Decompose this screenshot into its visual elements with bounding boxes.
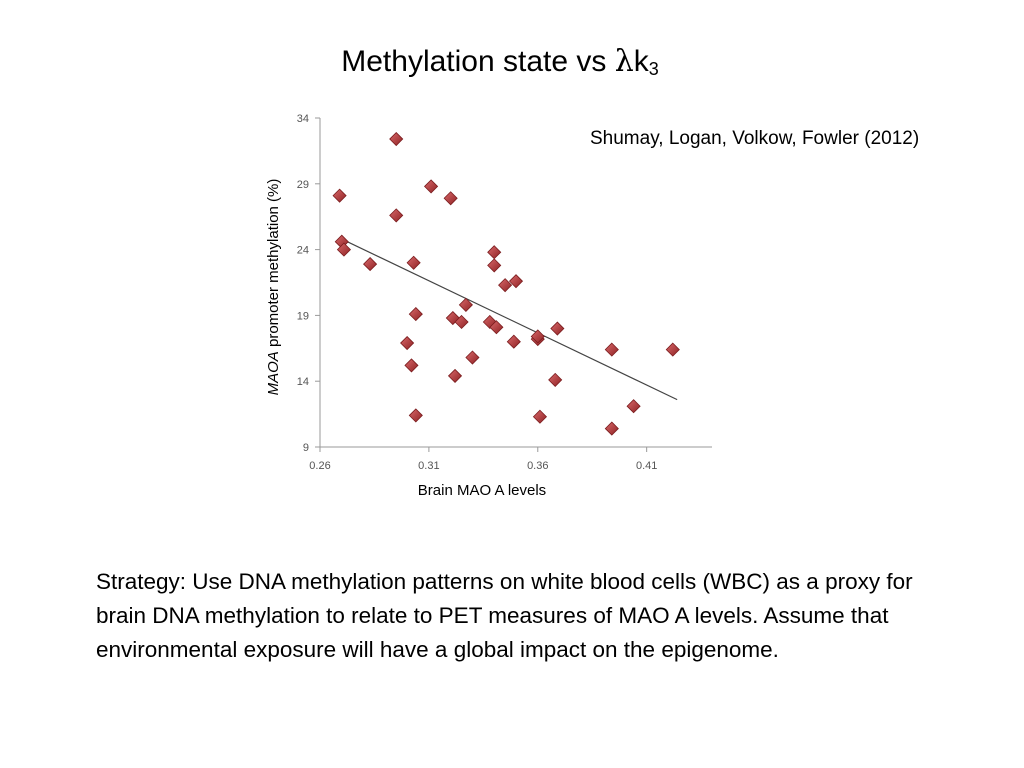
data-point — [363, 257, 378, 272]
x-tick-label: 0.26 — [309, 460, 330, 472]
title-subscript: 3 — [648, 59, 659, 79]
scatter-chart: 9 14 19 24 29 34 0.26 0.31 0.36 0.41 Brain MAO A… — [265, 113, 712, 499]
data-point — [489, 320, 504, 335]
data-point — [447, 368, 463, 384]
strategy-text: Strategy: Use DNA methylation patterns o… — [96, 569, 913, 662]
data-point — [506, 334, 521, 349]
data-point — [465, 350, 480, 365]
data-point — [626, 399, 641, 414]
data-point — [408, 307, 423, 322]
y-ticks: 9 14 19 24 29 34 — [297, 113, 320, 454]
data-point — [498, 278, 513, 293]
data-point — [458, 297, 473, 312]
data-point — [604, 421, 619, 436]
y-tick-label: 9 — [303, 442, 309, 454]
data-point — [404, 358, 419, 373]
data-point — [665, 342, 680, 357]
x-tick-label: 0.41 — [636, 460, 657, 472]
y-tick-label: 29 — [297, 179, 309, 191]
data-point — [487, 258, 502, 273]
data-point — [548, 372, 563, 387]
y-tick-label: 34 — [297, 113, 309, 125]
data-point — [408, 408, 423, 423]
data-points — [332, 131, 680, 436]
citation: Shumay, Logan, Volkow, Fowler (2012) — [590, 128, 920, 149]
data-point — [532, 409, 548, 424]
trend-line — [341, 238, 678, 401]
data-point — [550, 321, 565, 336]
title-text: Methylation state vs — [341, 45, 615, 78]
x-tick-label: 0.36 — [527, 460, 548, 472]
y-tick-label: 19 — [297, 310, 309, 322]
data-point — [487, 245, 502, 260]
data-point — [443, 191, 458, 206]
data-point — [332, 188, 347, 203]
x-ticks: 0.26 0.31 0.36 0.41 — [309, 447, 657, 472]
x-tick-label: 0.31 — [418, 460, 439, 472]
data-point — [424, 179, 439, 194]
data-point — [530, 329, 545, 344]
data-point — [508, 274, 524, 289]
y-label-gene: MAOA — [265, 351, 282, 395]
x-axis-label: Brain MAO A levels — [418, 482, 546, 499]
y-label-rest: promoter methylation (%) — [265, 179, 282, 352]
data-point — [454, 314, 469, 330]
data-point — [336, 242, 352, 257]
data-point — [406, 255, 421, 270]
y-tick-label: 14 — [297, 376, 309, 388]
data-point — [604, 342, 619, 357]
data-point — [389, 131, 404, 147]
data-point — [389, 208, 404, 223]
slide-title: Methylation state vs λk3 — [0, 44, 1000, 80]
y-tick-label: 24 — [297, 245, 309, 257]
title-k: k — [633, 45, 649, 78]
y-axis-label: MAOA promoter methylation (%) — [265, 179, 282, 396]
lambda-symbol: λ — [614, 44, 634, 79]
data-point — [400, 335, 415, 351]
